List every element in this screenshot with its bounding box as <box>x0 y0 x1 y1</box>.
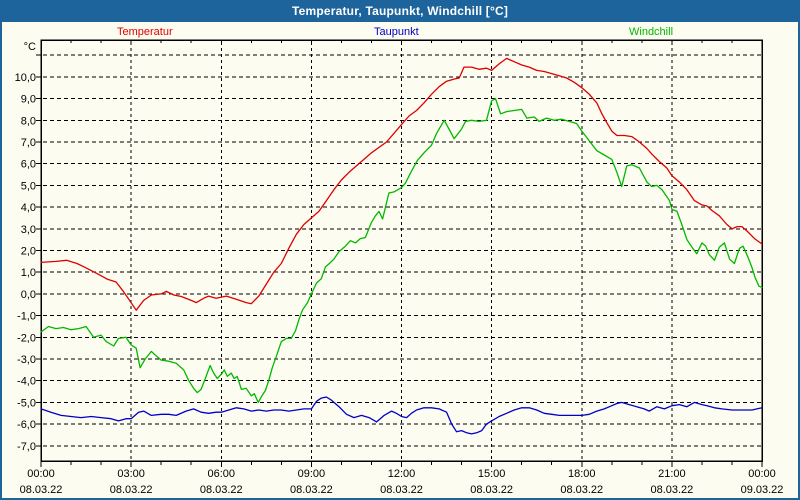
legend-taupunkt: Taupunkt <box>374 26 419 38</box>
y-tick-label: -4,0 <box>17 376 36 388</box>
y-tick-label: 9,0 <box>21 94 36 106</box>
series-line-windchill <box>40 97 763 404</box>
series-line-temperatur <box>40 57 763 311</box>
y-tick-label: 5,0 <box>21 180 36 192</box>
y-axis-unit-label: °C <box>24 41 36 53</box>
x-time-label: 12:00 <box>388 468 416 480</box>
y-tick-label: -1,0 <box>17 311 36 323</box>
x-time-label: 09:00 <box>298 468 326 480</box>
x-time-label: 00:00 <box>748 468 776 480</box>
y-tick-label: 6,0 <box>21 159 36 171</box>
x-date-label: 08.03.22 <box>560 484 603 496</box>
x-time-label: 00:00 <box>27 468 55 480</box>
x-time-label: 03:00 <box>117 468 145 480</box>
x-date-label: 08.03.22 <box>380 484 423 496</box>
x-date-label: 08.03.22 <box>650 484 693 496</box>
y-tick-label: -5,0 <box>17 397 36 409</box>
y-tick-label: -2,0 <box>17 332 36 344</box>
y-tick-label: 4,0 <box>21 202 36 214</box>
y-tick-label: -7,0 <box>17 441 36 453</box>
legend-temperatur: Temperatur <box>117 26 173 38</box>
x-date-label: 09.03.22 <box>741 484 784 496</box>
x-date-label: 08.03.22 <box>470 484 513 496</box>
x-date-label: 08.03.22 <box>290 484 333 496</box>
x-date-label: 08.03.22 <box>110 484 153 496</box>
x-time-label: 21:00 <box>658 468 686 480</box>
title-bar: Temperatur, Taupunkt, Windchill [°C] <box>0 0 800 22</box>
series-line-taupunkt <box>40 396 763 435</box>
y-tick-label: -6,0 <box>17 419 36 431</box>
x-date-label: 08.03.22 <box>200 484 243 496</box>
x-date-label: 08.03.22 <box>20 484 63 496</box>
y-tick-label: 1,0 <box>21 267 36 279</box>
x-time-label: 15:00 <box>478 468 506 480</box>
x-time-label: 18:00 <box>568 468 596 480</box>
legend-windchill: Windchill <box>629 26 674 38</box>
window-title: Temperatur, Taupunkt, Windchill [°C] <box>291 4 509 18</box>
y-tick-label: 10,0 <box>15 72 36 84</box>
plot-frame <box>40 39 763 462</box>
y-tick-label: -3,0 <box>17 354 36 366</box>
y-tick-label: 8,0 <box>21 115 36 127</box>
y-tick-label: 0,0 <box>21 289 36 301</box>
chart-legend: Temperatur Taupunkt Windchill <box>0 0 800 40</box>
y-tick-label: 7,0 <box>21 137 36 149</box>
x-time-label: 06:00 <box>207 468 235 480</box>
y-tick-label: 2,0 <box>21 246 36 258</box>
y-tick-label: 3,0 <box>21 224 36 236</box>
